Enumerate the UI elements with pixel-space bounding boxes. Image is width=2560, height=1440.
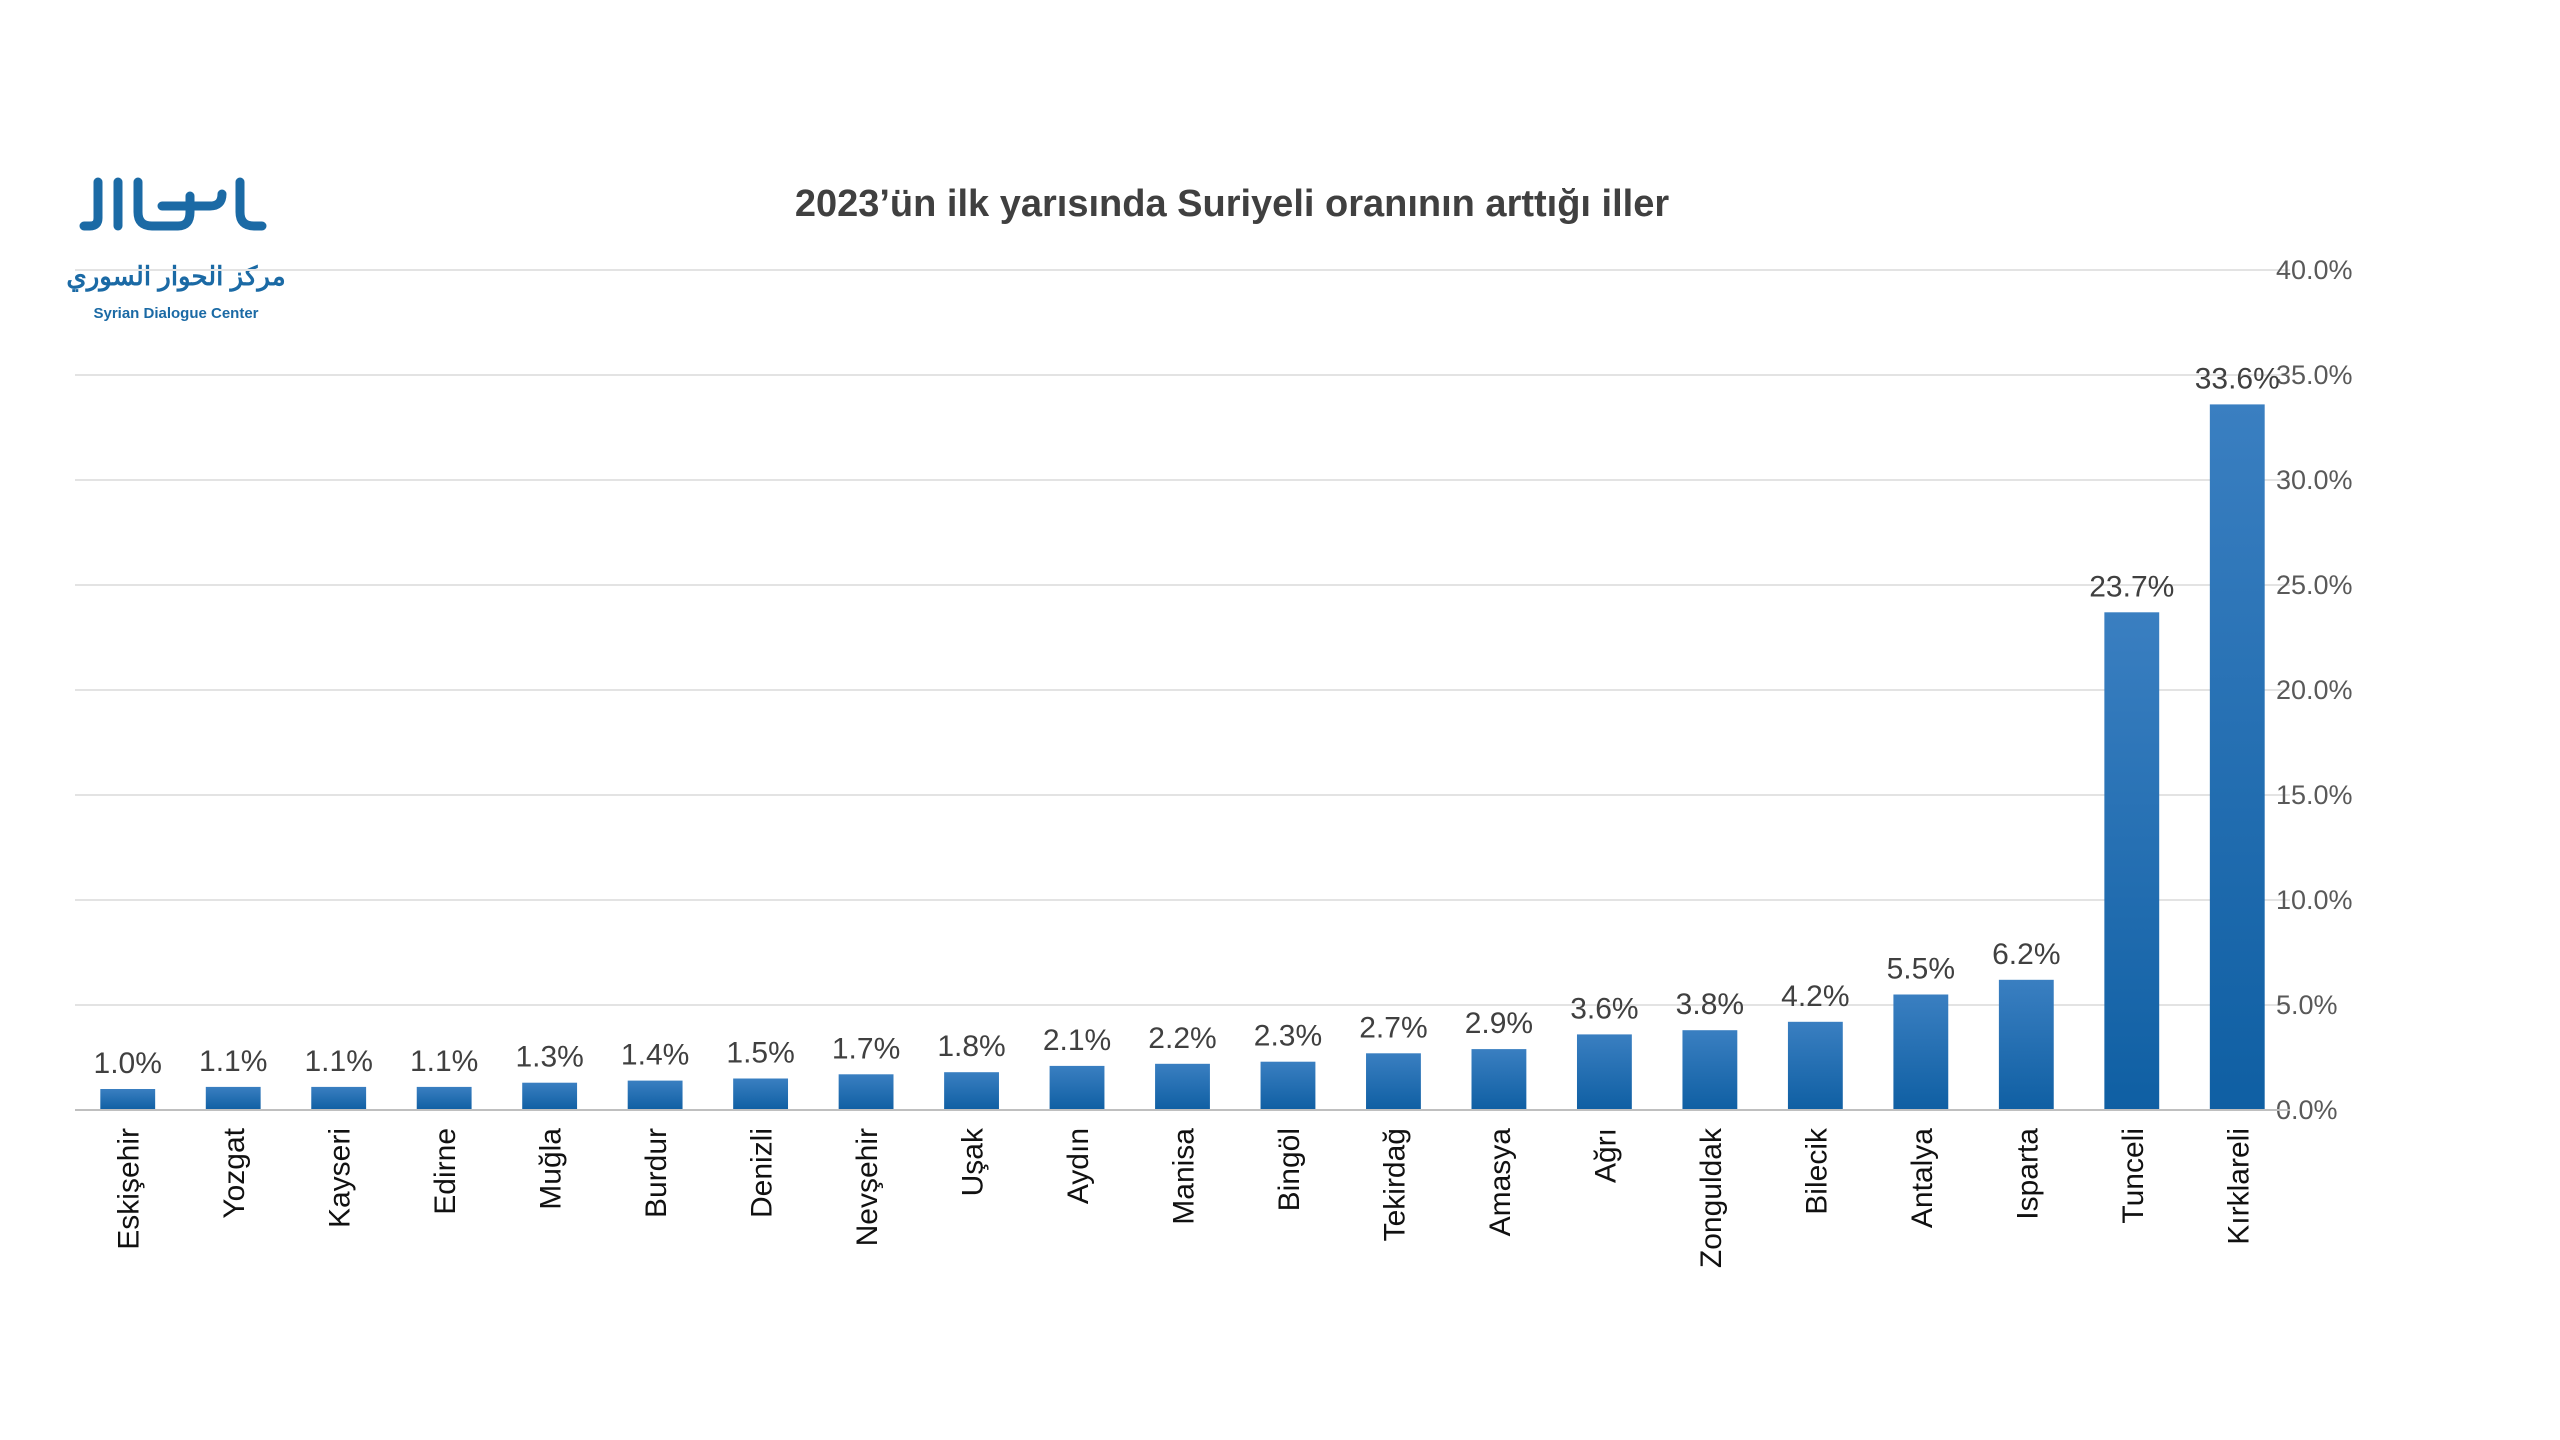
y-tick-label: 30.0% bbox=[2276, 465, 2353, 495]
bar-bingöl bbox=[1260, 1061, 1316, 1110]
bar-bilecik bbox=[1787, 1021, 1843, 1110]
y-tick-label: 5.0% bbox=[2276, 990, 2338, 1020]
category-label: Yozgat bbox=[218, 1127, 251, 1218]
data-label: 1.1% bbox=[304, 1045, 372, 1078]
category-label: Eskişehir bbox=[113, 1128, 146, 1250]
logo-arabic-name: مركز الحوار السوري bbox=[66, 261, 285, 292]
y-tick-label: 25.0% bbox=[2276, 570, 2353, 600]
bar-edirne bbox=[416, 1086, 472, 1110]
data-label: 4.2% bbox=[1781, 980, 1849, 1013]
category-label: Nevşehir bbox=[851, 1128, 884, 1246]
data-label: 2.2% bbox=[1148, 1022, 1216, 1055]
data-label: 33.6% bbox=[2195, 362, 2280, 395]
category-label: Uşak bbox=[957, 1127, 990, 1196]
category-label: Bilecik bbox=[1800, 1127, 1833, 1215]
bar-aydın bbox=[1049, 1065, 1105, 1110]
bar-manisa bbox=[1155, 1063, 1210, 1110]
bar-zonguldak bbox=[1682, 1030, 1738, 1110]
bar-muğla bbox=[522, 1082, 578, 1110]
data-label: 23.7% bbox=[2089, 570, 2174, 603]
category-label: Denizli bbox=[746, 1128, 779, 1218]
category-label: Ağrı bbox=[1589, 1128, 1622, 1183]
category-label: Antalya bbox=[1906, 1128, 1939, 1228]
data-label: 1.5% bbox=[726, 1037, 794, 1070]
bar-antalya bbox=[1893, 994, 1949, 1110]
category-label: Manisa bbox=[1168, 1128, 1201, 1225]
data-label: 1.4% bbox=[621, 1039, 689, 1072]
data-label: 3.8% bbox=[1676, 988, 1744, 1021]
data-label: 6.2% bbox=[1992, 938, 2060, 971]
bar-kayseri bbox=[311, 1086, 367, 1110]
category-label: Burdur bbox=[640, 1128, 673, 1218]
category-label: Aydın bbox=[1062, 1128, 1095, 1204]
bar-burdur bbox=[627, 1080, 683, 1110]
bar-ağrı bbox=[1576, 1034, 1632, 1110]
category-label: Isparta bbox=[2011, 1128, 2044, 1220]
bar-denizli bbox=[733, 1078, 789, 1110]
category-label: Bingöl bbox=[1273, 1128, 1306, 1211]
y-tick-label: 20.0% bbox=[2276, 675, 2353, 705]
bar-eskişehir bbox=[100, 1089, 156, 1110]
category-label: Zonguldak bbox=[1695, 1127, 1728, 1268]
data-label: 1.8% bbox=[937, 1030, 1005, 1063]
data-label: 2.1% bbox=[1043, 1024, 1111, 1057]
bar-uşak bbox=[944, 1072, 999, 1110]
chart-title: 2023’ün ilk yarısında Suriyeli oranının … bbox=[795, 183, 1670, 225]
data-label: 1.1% bbox=[199, 1045, 267, 1078]
y-tick-label: 35.0% bbox=[2276, 360, 2353, 390]
category-label: Tekirdağ bbox=[1378, 1128, 1411, 1241]
bar-isparta bbox=[1998, 979, 2054, 1110]
data-label: 1.1% bbox=[410, 1045, 478, 1078]
category-label: Tunceli bbox=[2117, 1128, 2150, 1224]
data-label: 2.7% bbox=[1359, 1011, 1427, 1044]
data-label: 2.3% bbox=[1254, 1020, 1322, 1053]
data-label: 3.6% bbox=[1570, 992, 1638, 1025]
bar-tekirdağ bbox=[1366, 1053, 1421, 1110]
category-label: Muğla bbox=[535, 1128, 568, 1210]
category-label: Kırklareli bbox=[2222, 1128, 2255, 1245]
y-tick-label: 15.0% bbox=[2276, 780, 2353, 810]
bar-nevşehir bbox=[838, 1074, 894, 1110]
data-label: 1.3% bbox=[515, 1041, 583, 1074]
data-label: 1.7% bbox=[832, 1032, 900, 1065]
category-label: Kayseri bbox=[324, 1128, 357, 1228]
bar-kırklareli bbox=[2209, 404, 2265, 1110]
category-label: Edirne bbox=[429, 1128, 462, 1215]
category-label: Amasya bbox=[1484, 1128, 1517, 1237]
y-tick-label: 10.0% bbox=[2276, 885, 2353, 915]
logo-wordmark-icon bbox=[79, 177, 267, 231]
bar-amasya bbox=[1471, 1049, 1527, 1110]
data-label: 1.0% bbox=[94, 1047, 162, 1080]
data-label: 2.9% bbox=[1465, 1007, 1533, 1040]
syrian-dialogue-center-logo: مركز الحوار السوري Syrian Dialogue Cente… bbox=[66, 177, 286, 322]
bar-tunceli bbox=[2104, 612, 2160, 1110]
logo-english-name: Syrian Dialogue Center bbox=[93, 305, 258, 322]
bar-yozgat bbox=[205, 1086, 261, 1110]
y-tick-label: 40.0% bbox=[2276, 255, 2353, 285]
data-label: 5.5% bbox=[1887, 953, 1955, 986]
